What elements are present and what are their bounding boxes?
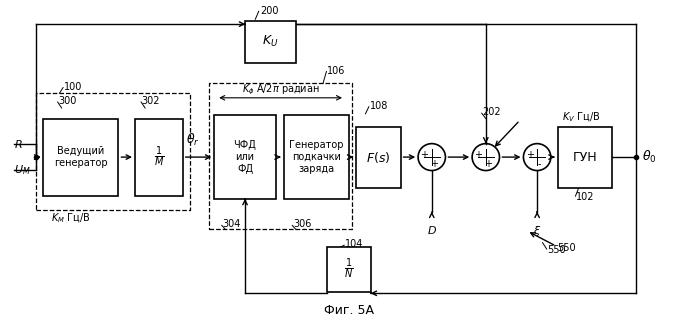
Text: +: +	[474, 150, 482, 161]
Text: $\frac{1}{N}$: $\frac{1}{N}$	[344, 257, 354, 282]
Text: $\theta_0$: $\theta_0$	[641, 149, 656, 165]
Text: Фиг. 5А: Фиг. 5А	[324, 304, 374, 318]
Text: 100: 100	[64, 82, 82, 92]
Text: $K_U$: $K_U$	[262, 34, 279, 49]
FancyBboxPatch shape	[558, 127, 612, 187]
Text: 300: 300	[59, 96, 77, 106]
Text: ГУН: ГУН	[572, 151, 597, 164]
Text: 550: 550	[547, 245, 566, 255]
FancyBboxPatch shape	[283, 115, 349, 199]
Text: 304: 304	[223, 219, 241, 229]
Text: $\frac{1}{M}$: $\frac{1}{M}$	[154, 145, 164, 169]
Text: 106: 106	[327, 66, 346, 76]
Text: -: -	[537, 160, 541, 169]
FancyBboxPatch shape	[214, 115, 276, 199]
Text: 302: 302	[142, 96, 161, 106]
FancyBboxPatch shape	[43, 119, 119, 196]
Text: 102: 102	[576, 192, 595, 202]
Text: +: +	[430, 160, 438, 169]
Text: 104: 104	[345, 239, 363, 249]
Text: $K_M$ Гц/В: $K_M$ Гц/В	[52, 211, 91, 225]
Text: $\theta_r$: $\theta_r$	[186, 131, 200, 147]
Text: +: +	[526, 150, 533, 161]
Text: ЧФД
или
ФД: ЧФД или ФД	[234, 141, 256, 174]
Text: 108: 108	[369, 101, 388, 111]
Text: Ведущий
генератор: Ведущий генератор	[54, 146, 107, 168]
Text: 202: 202	[482, 107, 501, 117]
FancyBboxPatch shape	[356, 127, 401, 187]
Text: $K_V$ Гц/В: $K_V$ Гц/В	[563, 110, 601, 124]
FancyBboxPatch shape	[245, 21, 296, 62]
Text: $D$: $D$	[426, 224, 437, 236]
Text: $K_\phi$ А/2$\pi$ радиан: $K_\phi$ А/2$\pi$ радиан	[242, 83, 320, 97]
Text: $U_M$: $U_M$	[14, 163, 31, 177]
Text: Генератор
подкачки
заряда: Генератор подкачки заряда	[289, 141, 343, 174]
Text: +: +	[484, 160, 492, 169]
FancyBboxPatch shape	[327, 247, 371, 292]
Text: 550: 550	[558, 243, 577, 253]
Text: $F(s)$: $F(s)$	[366, 149, 391, 164]
FancyBboxPatch shape	[135, 119, 183, 196]
Text: 306: 306	[293, 219, 311, 229]
Text: $\xi$: $\xi$	[533, 224, 541, 238]
Text: $R$: $R$	[14, 138, 22, 150]
Text: 200: 200	[260, 6, 279, 16]
Text: +: +	[420, 150, 429, 161]
